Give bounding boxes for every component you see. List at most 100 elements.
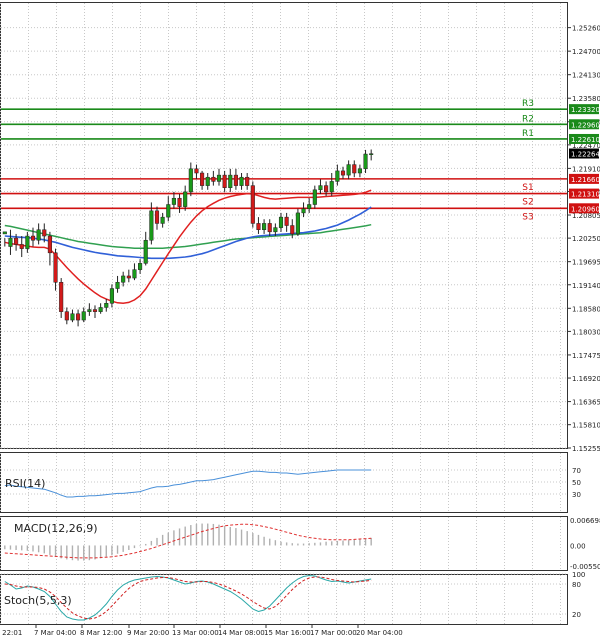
y-tick-label: 1.19140 <box>572 282 600 290</box>
candle-body <box>109 288 114 304</box>
macd-histogram-bar <box>347 540 350 546</box>
candle-body <box>239 176 244 186</box>
candle-body <box>357 168 362 174</box>
candle-body <box>8 237 13 247</box>
stoch-main-line <box>4 574 372 621</box>
candle-body <box>335 170 340 182</box>
candle-body <box>92 309 98 312</box>
candle-body <box>132 269 137 279</box>
y-tick-label: 1.20250 <box>572 235 600 243</box>
candle-body <box>211 176 216 182</box>
macd-histogram-bar <box>71 545 74 561</box>
candle-body <box>346 164 351 176</box>
macd-histogram-bar <box>83 545 85 561</box>
candle-body <box>194 168 199 174</box>
candle-body <box>64 311 69 321</box>
level-price-box-s1 <box>569 173 599 184</box>
macd-histogram-bar <box>285 542 288 546</box>
macd-histogram-bar <box>88 545 91 561</box>
candle-body <box>138 263 143 270</box>
rsi-tick-label: 70 <box>572 467 581 475</box>
level-name-s3: S3 <box>522 212 533 222</box>
macd-histogram-bar <box>218 524 220 546</box>
candle-body <box>59 281 64 312</box>
candle-body <box>262 223 267 230</box>
ma-green-line <box>4 223 372 249</box>
macd-histogram-bar <box>302 543 305 546</box>
level-price-box-r3 <box>569 104 599 115</box>
candle-body <box>149 210 154 241</box>
candle-body <box>324 185 329 193</box>
candle-body <box>318 185 323 191</box>
y-tick-label: 1.25260 <box>572 25 600 33</box>
macd-histogram-bar <box>370 537 372 546</box>
level-price-box-s3 <box>569 203 599 214</box>
macd-histogram-bar <box>246 531 248 546</box>
macd-histogram-bar <box>184 526 186 546</box>
stoch-tick-label: 20 <box>572 611 581 619</box>
macd-histogram-bar <box>150 540 153 546</box>
macd-histogram-bar <box>128 545 130 550</box>
x-tick-label: 15 Mar 16:00 <box>264 629 311 637</box>
macd-histogram-bar <box>122 545 124 552</box>
macd-histogram-bar <box>319 542 322 546</box>
level-name-r2: R2 <box>522 114 534 124</box>
macd-histogram-bar <box>43 545 45 554</box>
macd-histogram-bar <box>4 545 6 550</box>
rsi-line <box>4 469 372 498</box>
candle-body <box>47 235 52 254</box>
y-tick-label: 1.15255 <box>572 445 600 453</box>
x-tick-label: 7 Mar 04:00 <box>34 629 76 637</box>
candle-body <box>104 303 109 308</box>
candle-body <box>166 204 171 218</box>
macd-histogram-bar <box>15 545 17 550</box>
macd-histogram-bar <box>37 545 40 553</box>
y-tick-label: 1.24700 <box>572 48 600 56</box>
macd-tick-label: 0.00 <box>570 542 586 550</box>
level-price-label: 1.20960 <box>571 205 600 213</box>
macd-histogram-bar <box>178 528 181 546</box>
pane-frame-stoch <box>0 574 568 625</box>
x-tick-label: 20 Mar 04:00 <box>356 629 403 637</box>
macd-histogram-bar <box>156 537 158 546</box>
candle-body <box>177 197 182 207</box>
candle-body <box>256 223 261 230</box>
y-tick-label: 1.16365 <box>572 399 600 407</box>
macd-histogram-bar <box>235 528 237 546</box>
level-name-r3: R3 <box>522 99 534 109</box>
macd-histogram-bar <box>26 545 29 551</box>
macd-histogram-bar <box>54 545 57 557</box>
macd-histogram-bar <box>77 545 79 561</box>
level-name-s2: S2 <box>522 198 533 208</box>
candle-body <box>352 164 357 174</box>
candle-body <box>30 235 36 241</box>
macd-histogram-bar <box>190 525 192 546</box>
macd-signal-line <box>4 523 372 559</box>
x-tick-label: 13 Mar 00:00 <box>172 629 219 637</box>
candle-body <box>233 174 238 186</box>
ma-blue-line <box>4 206 372 260</box>
y-tick-label: 1.19695 <box>572 259 600 267</box>
macd-tick-label: -0.005501 <box>570 563 600 571</box>
macd-histogram-bar <box>32 545 34 552</box>
macd-tick-label: 0.006698 <box>570 517 600 525</box>
macd-histogram-bar <box>116 545 119 554</box>
macd-histogram-bar <box>325 541 327 546</box>
level-price-label: 1.23320 <box>571 106 600 114</box>
macd-histogram-bar <box>201 523 203 546</box>
candle-body <box>188 168 193 193</box>
macd-histogram-bar <box>364 538 367 546</box>
macd-histogram-bar <box>336 540 339 546</box>
macd-histogram-bar <box>308 543 310 546</box>
macd-histogram-bar <box>161 534 164 546</box>
rsi-tick-label: 50 <box>572 479 581 487</box>
macd-histogram-bar <box>297 543 299 546</box>
current-price-box <box>569 148 599 159</box>
stoch-tick-label: 80 <box>572 581 581 589</box>
level-price-label: 1.22960 <box>571 121 600 129</box>
macd-histogram-bar <box>263 536 265 546</box>
macd-histogram-bar <box>60 545 62 559</box>
macd-histogram-bar <box>145 543 147 546</box>
candle-body <box>222 174 227 188</box>
